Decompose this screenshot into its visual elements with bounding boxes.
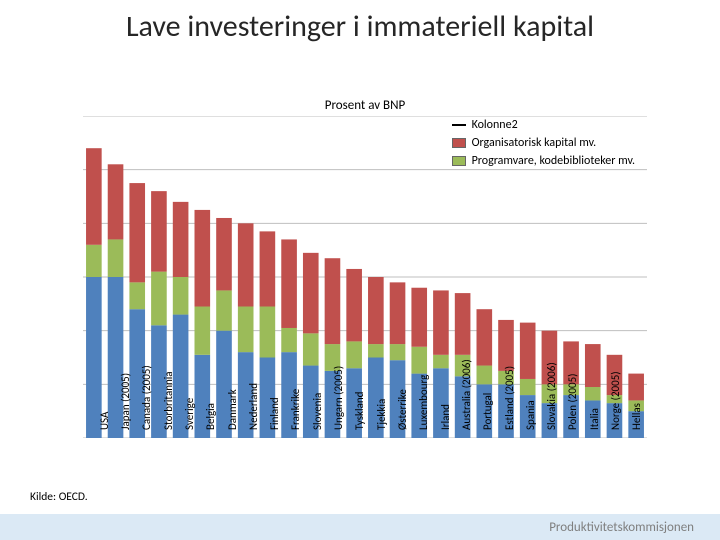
x-axis-label: Slovenia [311, 393, 316, 430]
x-axis-label: Estland (2005) [503, 366, 508, 430]
legend-swatch-line [452, 124, 466, 126]
x-axis-label: Portugal [481, 393, 486, 430]
legend-swatch [452, 156, 466, 166]
chart-title: Prosent av BNP [55, 98, 675, 113]
legend-label: Organisatorisk kapital mv. [472, 136, 597, 150]
x-axis-label: Tjekkia [375, 399, 380, 430]
x-axis-label: Østerrike [396, 389, 401, 430]
page-title: Lave investeringer i immateriell kapital [0, 0, 720, 45]
x-axis-label: Danmark [226, 389, 231, 430]
x-axis-label: Ungarn (2005) [332, 366, 337, 430]
x-axis-label: Frankrike [289, 389, 294, 430]
x-axis-label: Spania [524, 400, 529, 430]
legend-label: Programvare, kodebiblioteker mv. [472, 154, 635, 168]
chart-legend: Kolonne2 Organisatorisk kapital mv. Prog… [452, 118, 635, 172]
x-axis-label: Luxembourg [417, 375, 422, 430]
x-axis-label: Italia [588, 408, 593, 430]
x-axis-label: Sverige [183, 398, 188, 430]
x-axis-label: Polen (2005) [566, 374, 571, 431]
x-axis-label: Storbritannia [162, 371, 167, 430]
legend-swatch [452, 138, 466, 148]
x-axis-label: Canada (2005) [140, 365, 145, 430]
legend-label: Kolonne2 [472, 118, 518, 132]
footer-text: Produktivitetskommisjonen [549, 520, 694, 535]
x-axis-label: Tyskland [353, 392, 358, 430]
legend-item: Programvare, kodebiblioteker mv. [452, 154, 635, 168]
x-axis-label: Australia (2006) [460, 359, 465, 430]
footer-bar: Produktivitetskommisjonen [0, 514, 720, 540]
x-axis-label: Hellas [630, 403, 635, 430]
x-axis-label: Irland [439, 404, 444, 430]
slide: Lave investeringer i immateriell kapital… [0, 0, 720, 540]
legend-item: Kolonne2 [452, 118, 635, 132]
x-axis-labels: USA Japan (2005) Canada (2005) Storbritanni… [83, 340, 637, 435]
x-axis-label: Slovakia (2006) [545, 362, 550, 430]
x-axis-label: Norge (2005) [609, 371, 614, 430]
source-text: Kilde: OECD. [30, 490, 88, 504]
x-axis-label: Belgia [204, 403, 209, 430]
x-axis-label: USA [98, 412, 103, 430]
x-axis-label: Nederland [247, 383, 252, 430]
legend-item: Organisatorisk kapital mv. [452, 136, 635, 150]
x-axis-label: Japan (2005) [119, 373, 124, 430]
x-axis-label: Finland [268, 397, 273, 430]
